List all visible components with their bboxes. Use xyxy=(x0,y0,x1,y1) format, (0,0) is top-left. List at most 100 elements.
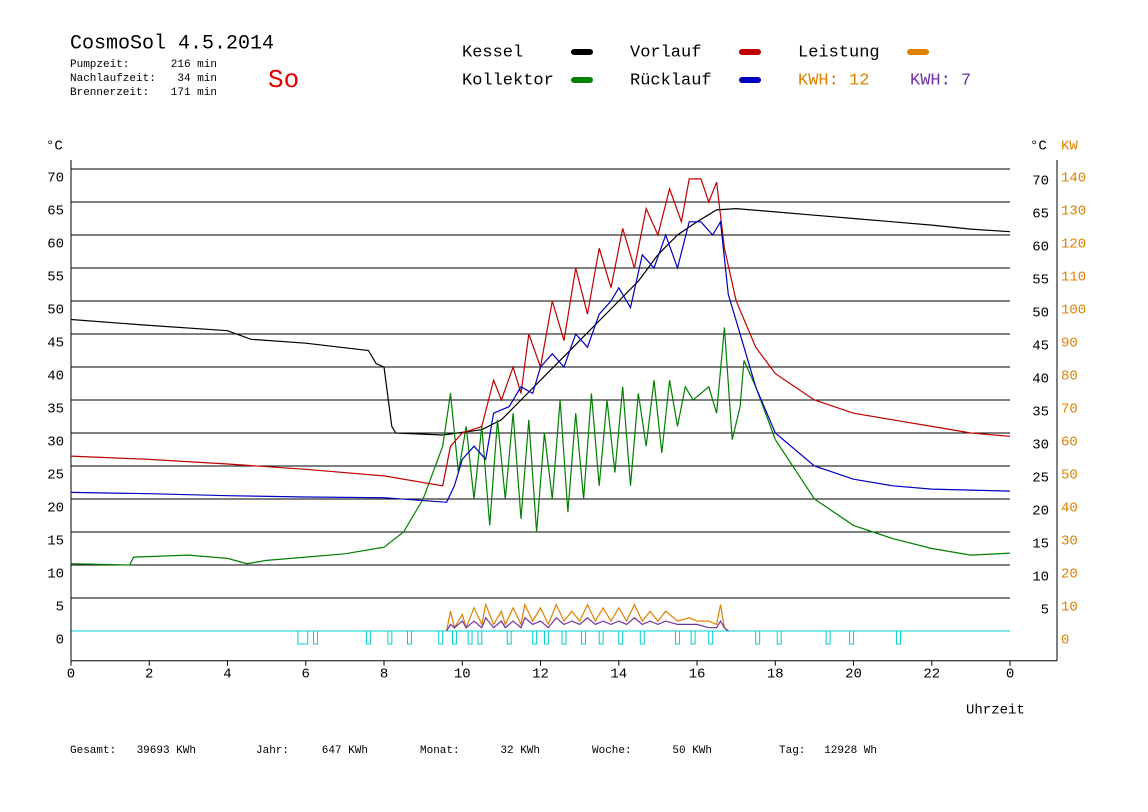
stat-label: Pumpzeit: xyxy=(70,59,129,71)
y-tick-label-right: 30 xyxy=(1032,438,1049,454)
pump-interval xyxy=(618,630,624,645)
y2-tick-label: 20 xyxy=(1061,567,1078,583)
chart-title: CosmoSol 4.5.2014 xyxy=(70,32,274,55)
y2-tick-label: 90 xyxy=(1061,336,1078,352)
pump-interval xyxy=(581,630,587,645)
y-tick-label: 60 xyxy=(47,237,64,253)
y-tick-label: 10 xyxy=(47,567,64,583)
pump-interval xyxy=(896,630,901,645)
x-tick-label: 0 xyxy=(1006,666,1014,682)
pump-interval xyxy=(825,630,831,645)
pump-interval xyxy=(406,630,412,645)
y-tick-label: 55 xyxy=(47,270,64,286)
legend-label: Vorlauf xyxy=(630,43,701,62)
x-tick-label: 16 xyxy=(689,666,706,682)
y-tick-label: 5 xyxy=(56,600,64,616)
stat-value: 171 min xyxy=(171,87,217,99)
y-tick-label: 50 xyxy=(47,303,64,319)
y-tick-label-right: 10 xyxy=(1032,570,1049,586)
y2-tick-label: 100 xyxy=(1061,303,1086,319)
pump-interval xyxy=(438,630,444,645)
y-tick-label-right: 15 xyxy=(1032,537,1049,553)
y-tick-label: 40 xyxy=(47,369,64,385)
y-tick-label-right: 50 xyxy=(1032,306,1049,322)
y2-tick-label: 70 xyxy=(1061,402,1078,418)
pump-interval xyxy=(532,630,538,645)
pump-interval xyxy=(776,630,782,645)
pump-interval xyxy=(708,630,714,645)
y-tick-label-right: 45 xyxy=(1032,339,1049,355)
y2-tick-label: 60 xyxy=(1061,435,1078,451)
weekday: So xyxy=(268,65,299,95)
y-tick-label-right: 60 xyxy=(1032,240,1049,256)
y-tick-label-right: 40 xyxy=(1032,372,1049,388)
y-tick-label: 70 xyxy=(47,171,64,187)
x-tick-label: 12 xyxy=(532,666,549,682)
y2-tick-label: 130 xyxy=(1061,204,1086,220)
y-tick-label-right: 20 xyxy=(1032,504,1049,520)
stat-value: 34 min xyxy=(177,73,217,85)
pump-interval xyxy=(477,630,483,645)
pump-interval xyxy=(297,630,309,645)
y-axis-label-right: °C xyxy=(1030,139,1047,155)
footer-label: Monat: xyxy=(420,745,460,757)
y-tick-label: 35 xyxy=(47,402,64,418)
pump-interval xyxy=(387,630,393,645)
y-tick-label-right: 25 xyxy=(1032,471,1049,487)
legend-total: KWH: 7 xyxy=(910,71,971,90)
legend-label: Kollektor xyxy=(462,71,554,90)
footer-label: Jahr: xyxy=(256,745,289,757)
pump-interval xyxy=(690,630,696,645)
y2-axis-label: KW xyxy=(1061,139,1078,155)
y2-tick-label: 0 xyxy=(1061,633,1069,649)
x-tick-label: 10 xyxy=(454,666,471,682)
x-tick-label: 18 xyxy=(767,666,784,682)
pump-interval xyxy=(675,630,680,645)
pump-interval xyxy=(451,630,457,645)
y2-tick-label: 50 xyxy=(1061,468,1078,484)
pump-interval xyxy=(467,630,473,645)
pump-interval xyxy=(561,630,567,645)
footer-label: Tag: xyxy=(779,745,805,757)
series-line xyxy=(70,219,1011,503)
x-tick-label: 6 xyxy=(302,666,310,682)
x-tick-label: 20 xyxy=(845,666,862,682)
stat-value: 216 min xyxy=(171,59,217,71)
x-tick-label: 22 xyxy=(923,666,940,682)
y2-tick-label: 40 xyxy=(1061,501,1078,517)
pump-interval xyxy=(313,630,319,645)
pump-interval xyxy=(639,630,645,645)
pump-interval xyxy=(543,630,549,645)
y-tick-label-right: 65 xyxy=(1032,207,1049,223)
series-line xyxy=(70,327,1011,566)
y-tick-label: 65 xyxy=(47,204,64,220)
y-tick-label: 20 xyxy=(47,501,64,517)
x-tick-label: 2 xyxy=(145,666,153,682)
footer-value: 50 KWh xyxy=(672,745,712,757)
stat-label: Nachlaufzeit: xyxy=(70,73,156,85)
legend-label: Kessel xyxy=(462,43,523,62)
y-tick-label-right: 70 xyxy=(1032,174,1049,190)
y-tick-label: 30 xyxy=(47,435,64,451)
x-tick-label: 8 xyxy=(380,666,388,682)
y-tick-label: 15 xyxy=(47,534,64,550)
pump-interval xyxy=(365,630,371,645)
y2-tick-label: 110 xyxy=(1061,270,1086,286)
y-axis-label: °C xyxy=(46,139,63,155)
x-tick-label: 14 xyxy=(610,666,627,682)
stat-label: Brennerzeit: xyxy=(70,87,149,99)
series-line xyxy=(70,178,1011,487)
y2-tick-label: 120 xyxy=(1061,237,1086,253)
pump-interval xyxy=(506,630,512,645)
y-tick-label: 45 xyxy=(47,336,64,352)
legend-total: KWH: 12 xyxy=(798,71,869,90)
y2-tick-label: 80 xyxy=(1061,369,1078,385)
y-tick-label: 0 xyxy=(56,633,64,649)
y-tick-label-right: 55 xyxy=(1032,273,1049,289)
series-line xyxy=(446,602,729,632)
pump-interval xyxy=(755,630,761,645)
y-tick-label-right: 35 xyxy=(1032,405,1049,421)
footer-label: Woche: xyxy=(592,745,632,757)
